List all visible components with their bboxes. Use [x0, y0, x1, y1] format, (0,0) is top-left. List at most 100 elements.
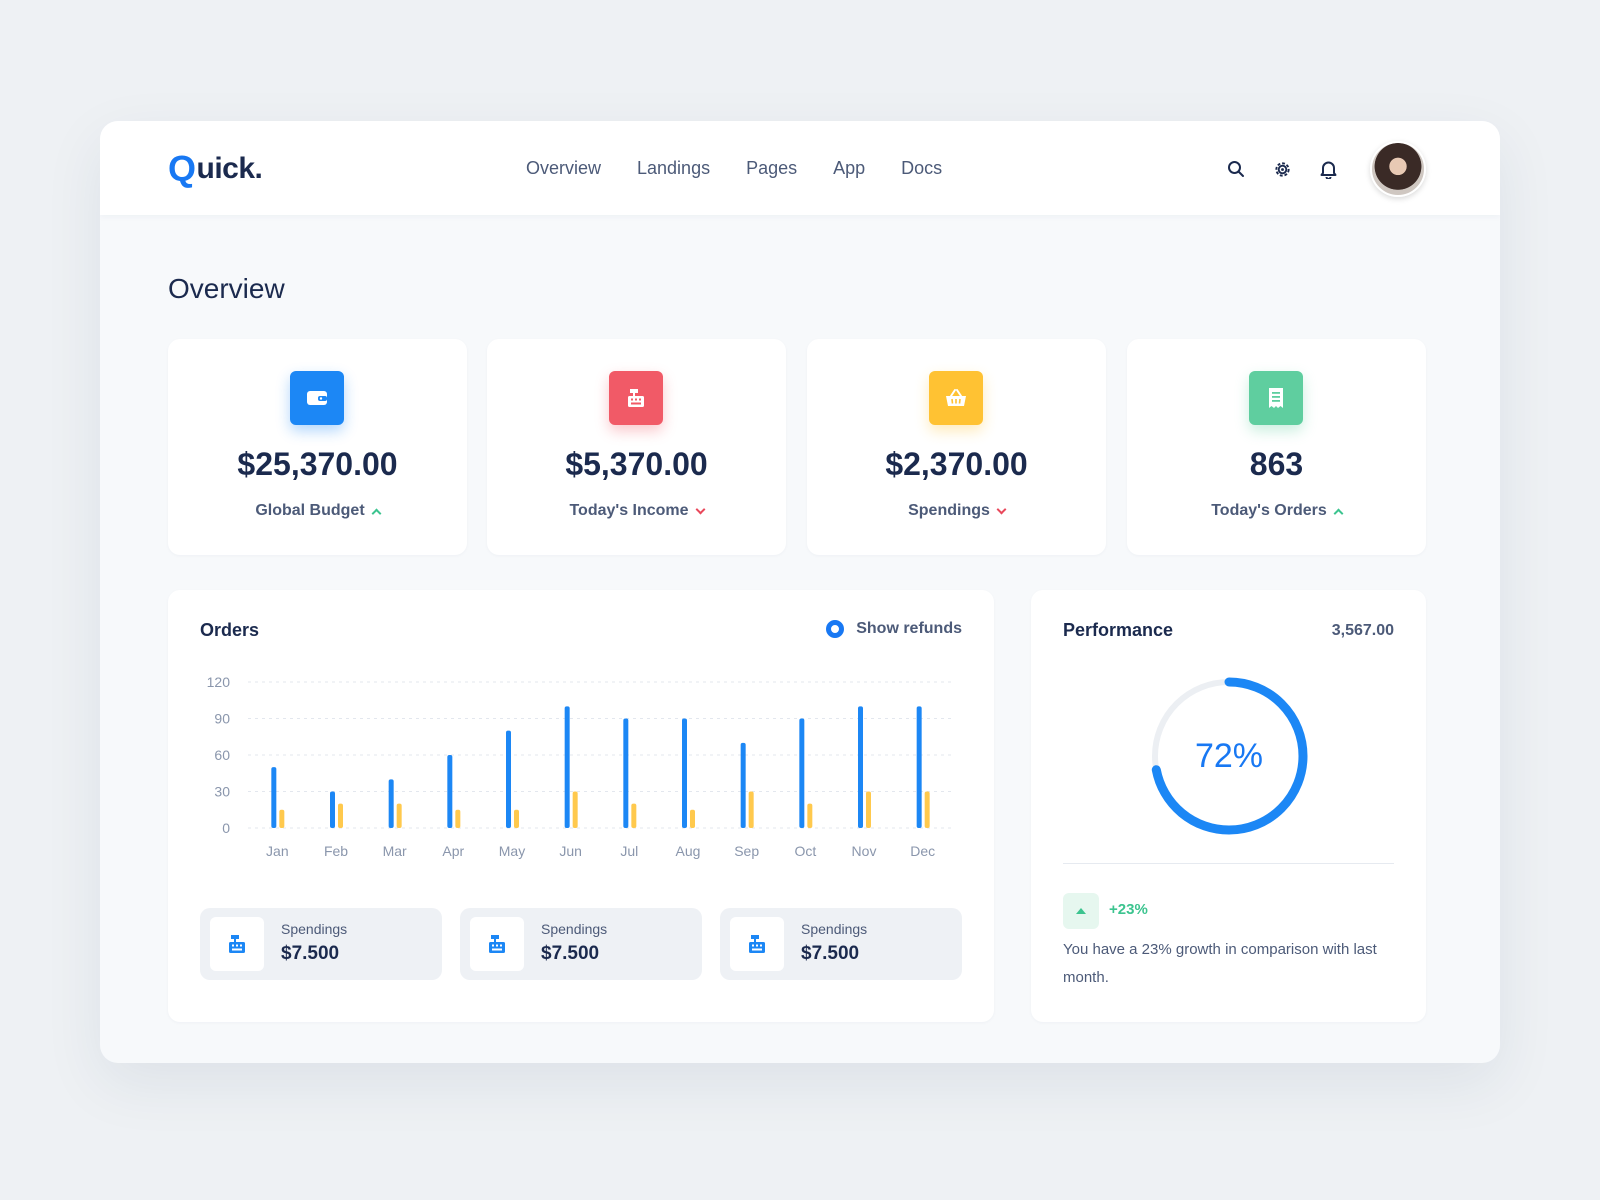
bell-icon[interactable]: [1316, 157, 1340, 181]
stat-card-todays-orders: 863 Today's Orders: [1127, 339, 1426, 555]
mini-card-value: $7.500: [281, 943, 340, 964]
orders-bar-chart: 0 30 60 90 120 Jan Feb Mar Apr May Jun Jul Aug Sep Oct…: [207, 674, 952, 859]
performance-ring: [1150, 677, 1308, 835]
mini-card-label: Spendings: [541, 921, 608, 937]
bar-refunds: [807, 803, 813, 828]
performance-card: Performance 3,567.00 72% +23% You have a…: [1031, 590, 1426, 1022]
stat-label-text: Today's Income: [569, 502, 689, 519]
stat-label-text: Spendings: [908, 502, 990, 519]
mini-card-label: Spendings: [801, 921, 868, 937]
x-tick-label: Oct: [794, 843, 816, 859]
stat-value: 863: [1249, 446, 1304, 482]
orders-title: Orders: [200, 620, 260, 640]
nav-app[interactable]: App: [833, 158, 866, 178]
stat-label: Today's Orders: [1127, 502, 1426, 520]
stat-label: Today's Income: [487, 502, 786, 520]
spendings-mini-card: Spendings $7.500: [720, 908, 962, 980]
y-tick-label: 30: [214, 784, 230, 800]
x-tick-label: Apr: [442, 843, 464, 859]
search-icon[interactable]: [1224, 157, 1248, 181]
bar-refunds: [338, 803, 343, 828]
bar-orders: [916, 706, 922, 828]
mini-card-value: $7.500: [801, 943, 860, 964]
y-tick-label: 90: [214, 711, 230, 727]
bar-refunds: [748, 791, 754, 828]
cash-register-icon: [730, 917, 784, 971]
stat-value: $2,370.00: [885, 446, 1028, 482]
stat-card-global-budget: $25,370.00 Global Budget: [168, 339, 467, 555]
y-tick-label: 60: [214, 747, 230, 763]
y-tick-label: 0: [222, 820, 230, 836]
chevron-down-icon: [695, 504, 705, 515]
stat-value: $5,370.00: [565, 446, 708, 482]
user-avatar[interactable]: [1370, 141, 1426, 197]
page-title: Overview: [168, 273, 285, 304]
show-refunds-label: Show refunds: [856, 620, 962, 637]
mini-card-value: $7.500: [541, 943, 600, 964]
bar-orders: [740, 742, 746, 828]
stat-label: Global Budget: [168, 502, 467, 520]
bar-orders: [330, 791, 335, 828]
bar-refunds: [690, 809, 695, 828]
x-tick-label: Sep: [734, 843, 759, 859]
y-tick-label: 120: [207, 674, 231, 690]
nav-pages[interactable]: Pages: [746, 158, 798, 178]
stat-value: $25,370.00: [237, 446, 398, 482]
bar-refunds: [455, 809, 461, 828]
bar-orders: [506, 730, 511, 828]
receipt-icon: [1249, 371, 1303, 425]
x-tick-label: Nov: [852, 843, 877, 859]
growth-up-icon: [1063, 893, 1099, 929]
x-tick-label: Jul: [620, 843, 638, 859]
chevron-down-icon: [996, 504, 1007, 515]
x-tick-label: Dec: [910, 843, 935, 859]
x-tick-label: Jan: [266, 843, 289, 859]
stat-card-spendings: $2,370.00 Spendings: [807, 339, 1106, 555]
show-refunds-toggle[interactable]: Show refunds: [826, 620, 962, 638]
chevron-up-icon: [371, 508, 382, 518]
header-icons: [1224, 157, 1340, 181]
bar-refunds: [396, 803, 402, 828]
nav-landings[interactable]: Landings: [637, 158, 711, 178]
bar-orders: [858, 706, 863, 828]
stat-label-text: Today's Orders: [1211, 502, 1327, 519]
growth-description: You have a 23% growth in comparison with…: [1063, 941, 1377, 986]
basket-icon: [929, 371, 983, 425]
bar-orders: [682, 718, 687, 828]
radio-button[interactable]: [826, 620, 845, 638]
orders-card: Orders Show refunds 0 30 60 90 120 Jan Feb Mar A…: [168, 590, 994, 1022]
cash-register-icon: [609, 371, 663, 425]
bar-orders: [623, 718, 629, 828]
x-tick-label: Jun: [559, 843, 582, 859]
performance-total: 3,567.00: [1331, 622, 1394, 639]
nav-docs[interactable]: Docs: [901, 158, 943, 178]
logo-text: uick.: [196, 152, 263, 185]
bar-refunds: [924, 791, 930, 828]
logo-mark: Q: [168, 148, 196, 189]
stat-label: Spendings: [807, 502, 1106, 520]
bar-orders: [799, 718, 805, 828]
bar-refunds: [866, 791, 871, 828]
ring-progress: [1150, 677, 1308, 835]
nav-overview[interactable]: Overview: [526, 158, 602, 178]
x-tick-label: May: [499, 843, 525, 859]
chevron-up-icon: [1333, 508, 1344, 518]
performance-title: Performance: [1063, 620, 1174, 640]
spendings-mini-card: Spendings $7.500: [200, 908, 442, 980]
x-tick-label: Feb: [324, 843, 348, 859]
bar-orders: [388, 779, 394, 828]
bar-refunds: [572, 791, 578, 828]
stat-label-text: Global Budget: [255, 502, 365, 519]
gear-icon[interactable]: [1270, 157, 1294, 181]
x-tick-label: Aug: [676, 843, 701, 859]
performance-percent: 72%: [1194, 736, 1264, 775]
stat-card-todays-income: $5,370.00 Today's Income: [487, 339, 786, 555]
bar-refunds: [279, 809, 285, 828]
bar-orders: [564, 706, 570, 828]
bar-orders: [447, 755, 453, 828]
cash-register-icon: [210, 917, 264, 971]
bar-refunds: [631, 803, 637, 828]
